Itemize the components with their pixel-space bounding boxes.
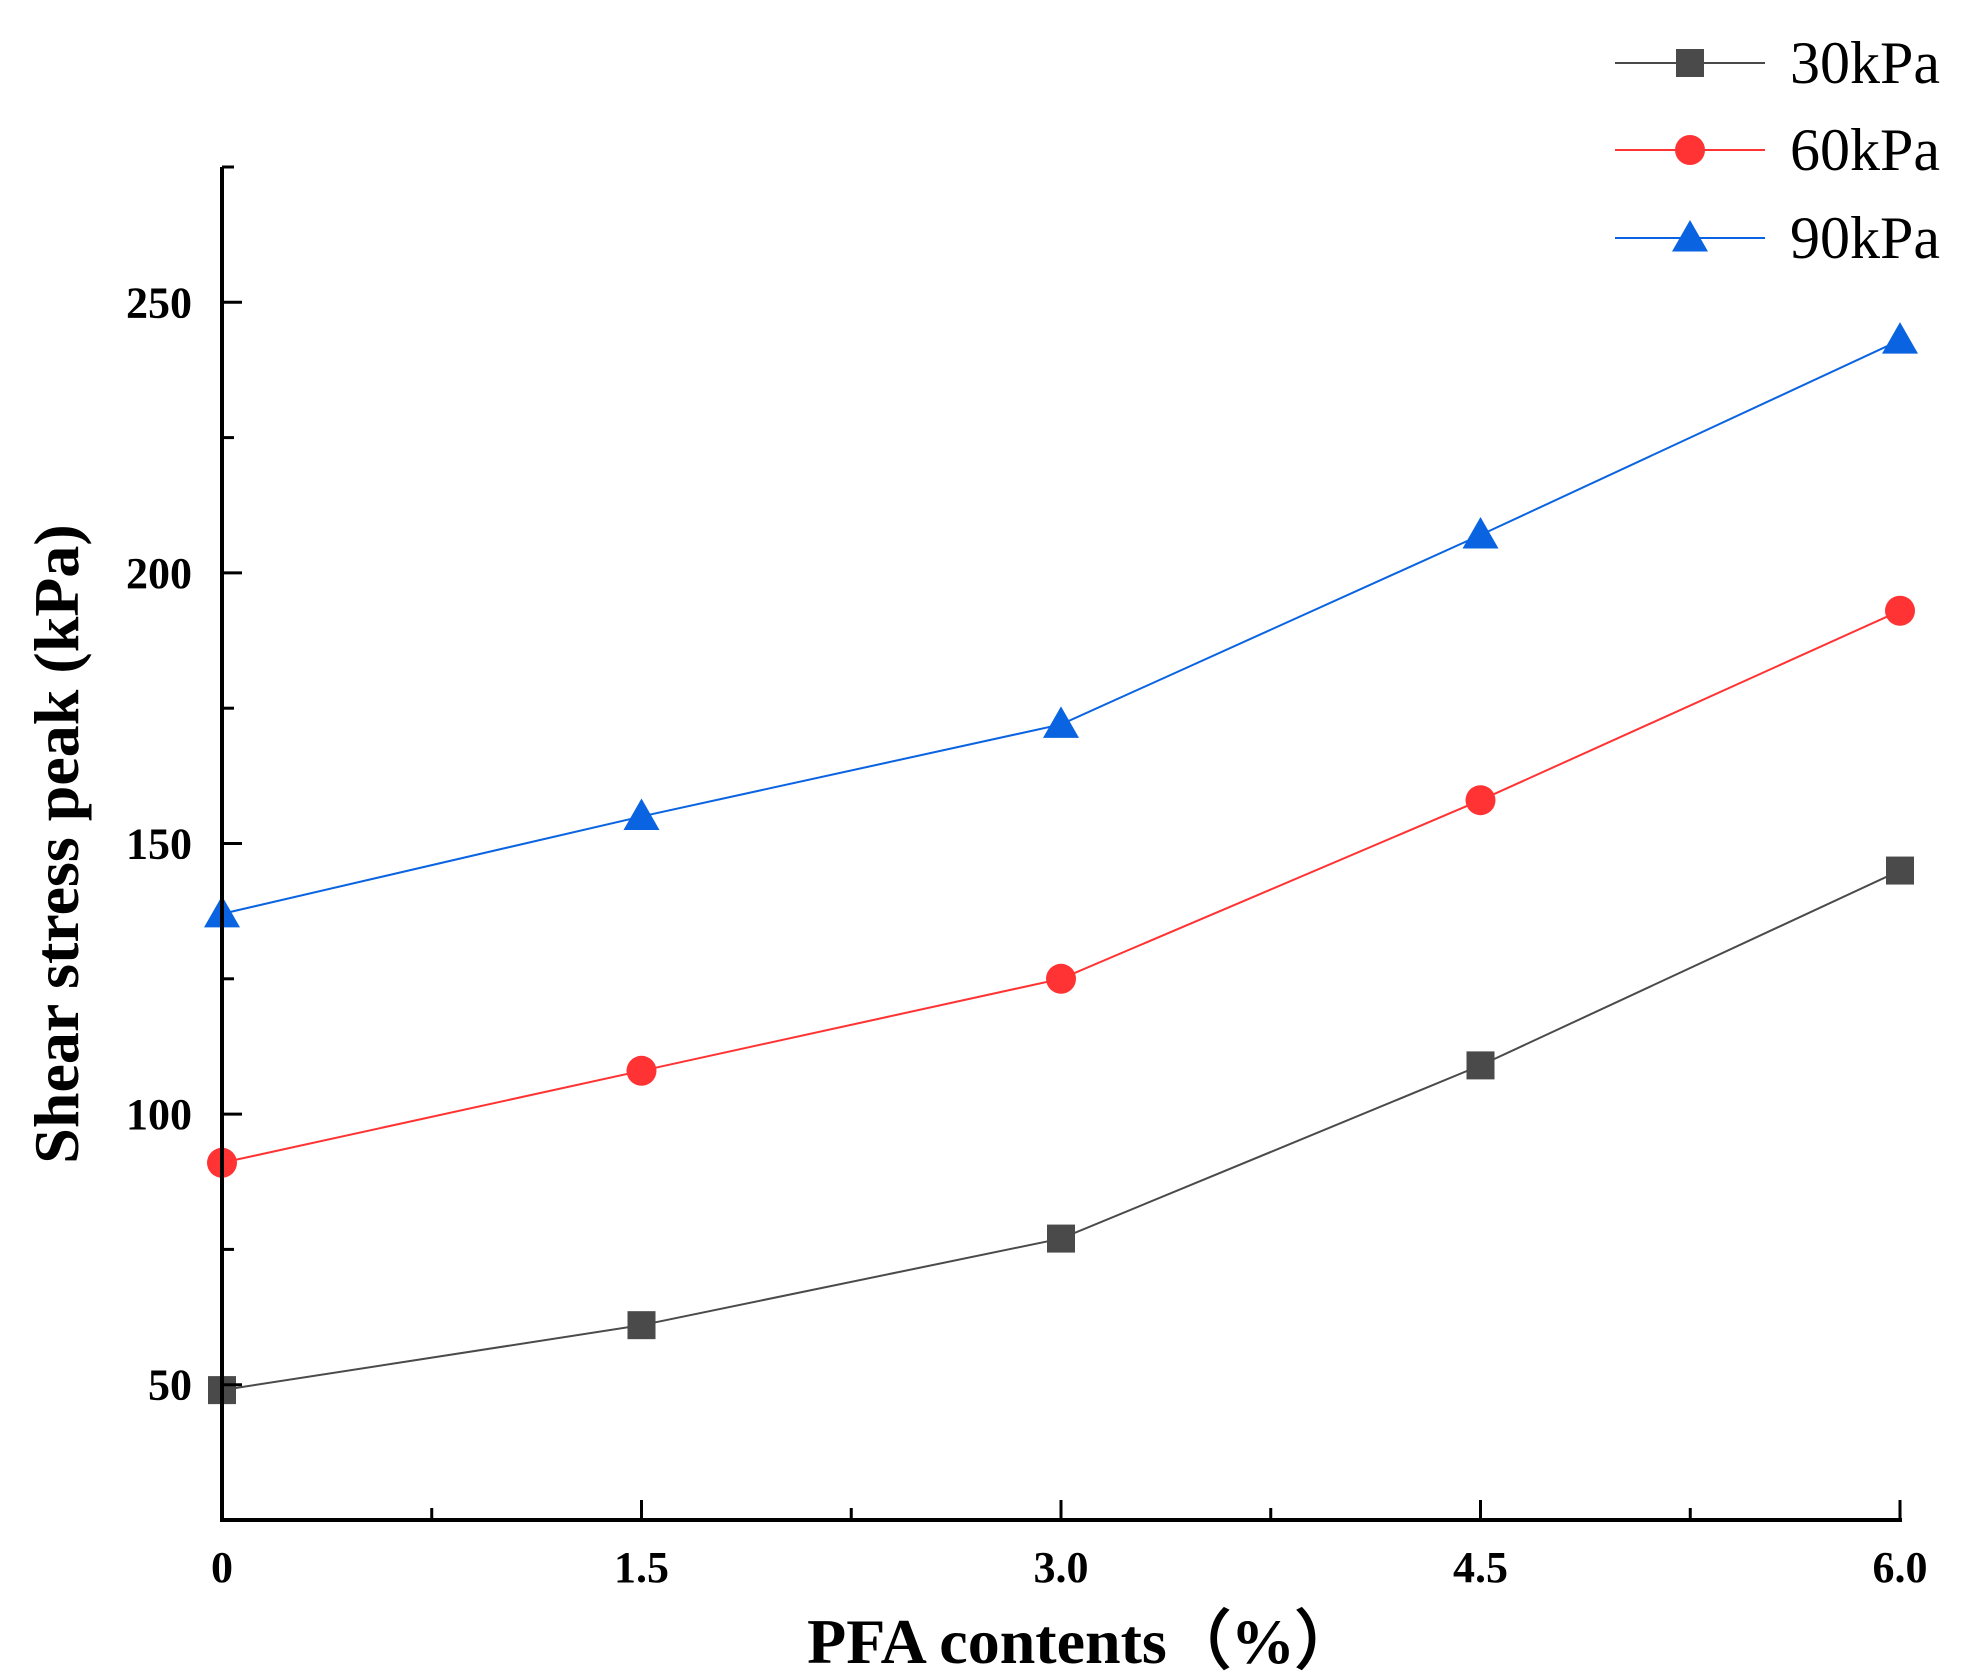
series-markers <box>204 322 1918 1405</box>
data-point-90kPa <box>1462 517 1499 549</box>
data-point-60kPa <box>626 1055 657 1086</box>
x-tick-label: 4.5 <box>1453 1543 1508 1592</box>
y-tick-label: 200 <box>126 549 192 598</box>
x-tick-label: 3.0 <box>1034 1543 1089 1592</box>
data-point-30kPa <box>627 1311 656 1340</box>
axes <box>220 167 1902 1522</box>
tick-labels: 50 100 150 200 250 0 1.5 3.0 4.5 6.0 <box>126 278 1928 1592</box>
y-tick-label: 250 <box>126 278 192 327</box>
y-tick-label: 150 <box>126 820 192 869</box>
legend-label-30kPa: 30kPa <box>1790 30 1940 96</box>
legend-marker-30kPa <box>1676 49 1704 77</box>
legend: 30kPa 60kPa 90kPa <box>1615 30 1940 271</box>
data-point-60kPa <box>1885 595 1915 626</box>
x-tick-label: 1.5 <box>614 1543 669 1592</box>
data-point-90kPa <box>623 798 660 830</box>
data-point-90kPa <box>1882 322 1918 354</box>
ticks <box>220 165 1902 1522</box>
x-tick-label: 0 <box>211 1543 233 1592</box>
series-line-30kPa <box>221 869 1901 1392</box>
x-tick-label: 6.0 <box>1873 1543 1928 1592</box>
legend-label-60kPa: 60kPa <box>1790 117 1940 183</box>
data-point-30kPa <box>1047 1224 1075 1253</box>
y-tick-label: 50 <box>148 1361 192 1410</box>
data-point-30kPa <box>1466 1051 1495 1080</box>
data-point-30kPa <box>1886 856 1914 885</box>
x-axis-title: PFA contents（%） <box>807 1606 1359 1677</box>
data-point-90kPa <box>1043 706 1079 738</box>
legend-marker-60kPa <box>1675 135 1705 165</box>
series-line-60kPa <box>221 609 1901 1164</box>
data-point-60kPa <box>1465 785 1496 816</box>
legend-label-90kPa: 90kPa <box>1790 205 1940 271</box>
data-point-60kPa <box>1046 963 1076 994</box>
series-line-90kPa <box>221 339 1901 915</box>
y-tick-label: 100 <box>126 1090 192 1139</box>
y-axis-title: Shear stress peak (kPa) <box>21 524 92 1163</box>
legend-marker-90kPa <box>1672 220 1708 252</box>
